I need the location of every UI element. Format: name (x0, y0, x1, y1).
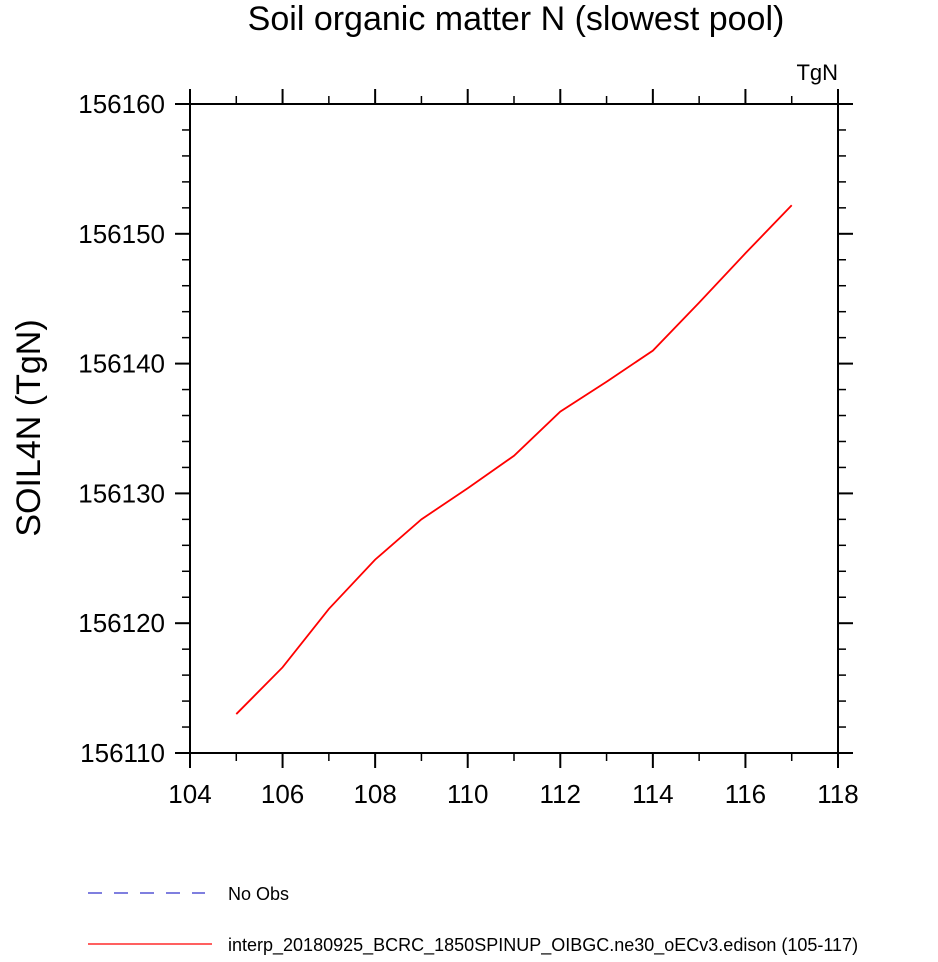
legend-label-model: interp_20180925_BCRC_1850SPINUP_OIBGC.ne… (228, 935, 858, 956)
x-tick-label: 104 (168, 779, 211, 809)
x-tick-label: 108 (353, 779, 396, 809)
x-tick-label: 110 (447, 779, 488, 809)
y-axis-label: SOIL4N (TgN) (10, 319, 48, 536)
y-tick-label: 156120 (78, 608, 165, 638)
y-tick-label: 156160 (78, 89, 165, 119)
y-tick-label: 156150 (78, 219, 165, 249)
x-tick-label: 114 (632, 779, 673, 809)
series-line (236, 205, 791, 714)
x-tick-label: 116 (725, 779, 766, 809)
y-tick-label: 156110 (80, 738, 165, 768)
legend-label-no-obs: No Obs (228, 884, 289, 904)
x-tick-label: 118 (817, 779, 858, 809)
y-tick-label: 156130 (78, 478, 165, 508)
chart-title: Soil organic matter N (slowest pool) (248, 0, 785, 38)
plot-frame (190, 104, 838, 753)
x-tick-label: 106 (261, 779, 304, 809)
x-tick-label: 112 (540, 779, 581, 809)
units-label: TgN (796, 60, 838, 85)
y-tick-label: 156140 (78, 349, 165, 379)
